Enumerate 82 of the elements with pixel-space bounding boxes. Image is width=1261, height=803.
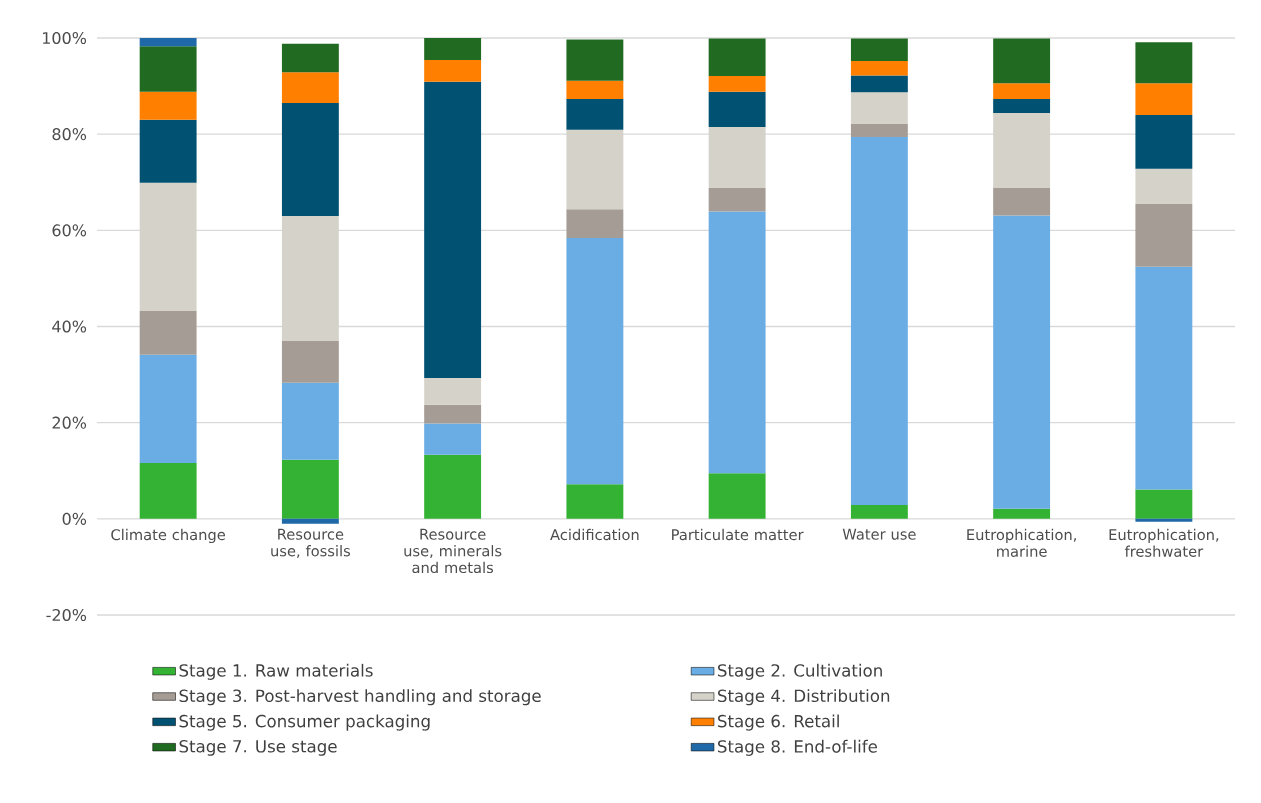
bar [139, 354, 197, 464]
bar [566, 39, 624, 81]
x-tick-label: Particulate matter [672, 528, 804, 541]
bar [424, 454, 482, 519]
bar [708, 126, 766, 189]
bar [1135, 203, 1193, 267]
bar [850, 137, 908, 505]
bar [281, 459, 339, 519]
x-tick-label: Climate change [111, 528, 226, 544]
bar [424, 37, 482, 61]
bar [1135, 168, 1193, 204]
bar [139, 91, 197, 120]
bar [850, 504, 908, 519]
bar [708, 75, 766, 92]
bar [1135, 114, 1193, 169]
bar [993, 83, 1051, 100]
legend-label: Stage 1. Raw materials [179, 663, 373, 680]
bar [424, 60, 482, 82]
bar [993, 99, 1051, 113]
bar [139, 311, 197, 355]
bar [424, 404, 482, 424]
bar [566, 209, 624, 239]
y-tick-label: 0% [62, 512, 87, 525]
bar [566, 238, 624, 485]
x-tick-label: Eutrophication, marine [967, 528, 1076, 557]
bar [993, 113, 1051, 189]
legend-label: Stage 8. End-of-life [718, 739, 878, 756]
bar [1135, 489, 1193, 519]
bar [281, 340, 339, 383]
bar [281, 382, 339, 460]
x-tick-label: Resource use, minerals and metals [404, 528, 502, 574]
bar [139, 182, 197, 312]
legend-label: Stage 4. Distribution [718, 689, 890, 706]
bar [1135, 83, 1193, 115]
bar [708, 91, 766, 127]
y-tick-label: 20% [52, 416, 87, 429]
bar [424, 377, 482, 405]
bar [566, 484, 624, 519]
x-tick-label: Water use [842, 528, 916, 540]
bar [566, 80, 624, 100]
bar [566, 129, 624, 210]
x-tick-label: Acidification [550, 528, 639, 541]
bar [993, 188, 1051, 216]
x-tick-label: Resource use, fossils [271, 528, 351, 558]
y-tick-label: 80% [52, 128, 87, 141]
bar [424, 423, 482, 455]
bar [850, 92, 908, 125]
bar [850, 38, 908, 62]
bar [708, 211, 766, 474]
bar [850, 75, 908, 93]
bar [993, 38, 1051, 84]
y-tick-label: -20% [46, 608, 87, 622]
bar [1135, 42, 1193, 84]
bar [1135, 266, 1193, 490]
legend-label: Stage 7. Use stage [179, 739, 337, 756]
bar [708, 38, 766, 76]
bar [281, 72, 339, 103]
bar [139, 37, 197, 47]
bar [566, 99, 624, 130]
bar [139, 119, 197, 183]
bar [708, 188, 766, 212]
bar [993, 215, 1051, 509]
bar [993, 508, 1051, 519]
bar [281, 102, 339, 216]
bar [281, 518, 339, 524]
legend-label: Stage 6. Retail [718, 714, 839, 731]
bar [850, 61, 908, 76]
bar [850, 124, 908, 138]
legend-label: Stage 2. Cultivation [718, 663, 882, 680]
legend-label: Stage 5. Consumer packaging [179, 714, 430, 731]
legend-label: Stage 3. Post-harvest handling and storage [179, 689, 541, 706]
y-tick-label: 100% [42, 31, 87, 45]
bar [281, 215, 339, 341]
bar [1135, 518, 1193, 522]
y-tick-label: 60% [52, 224, 87, 237]
bar [139, 463, 197, 519]
bar [281, 43, 339, 73]
y-tick-label: 40% [52, 320, 87, 333]
bar [139, 46, 197, 92]
bar [424, 81, 482, 378]
bar [708, 473, 766, 519]
x-tick-label: Eutrophication, freshwater [1109, 528, 1219, 557]
